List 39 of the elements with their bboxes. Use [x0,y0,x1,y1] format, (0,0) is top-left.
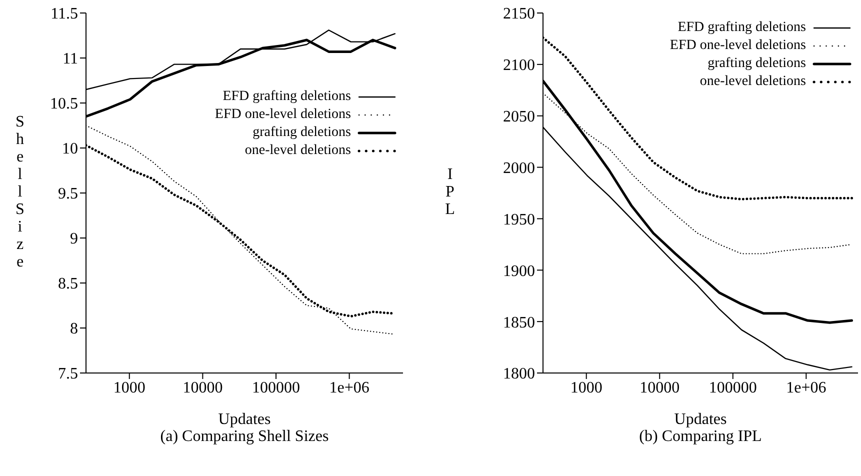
legend-label: one-level deletions [244,142,351,160]
legend-label: EFD grafting deletions [222,88,351,106]
legend-label: EFD one-level deletions [670,37,806,55]
y-tick-label: 1850 [503,314,535,332]
y-axis-title: IPL [445,166,455,218]
y-tick-label: 8 [70,320,78,338]
text: (b) Comparing IPL [638,428,763,446]
x-tick-label: 100000 [252,379,300,396]
y-tick-label: 7.5 [58,366,78,383]
y-tick-label: 2150 [503,6,535,23]
y-tick-label: 1950 [503,211,535,228]
x-tick-label: 100000 [708,379,757,396]
y-tick-label: 8.5 [58,276,78,293]
y-tick-label: 10.5 [50,96,78,113]
y-tick-label: 11.5 [50,6,78,23]
x-tick-label: 10000 [182,379,223,396]
y-tick-label: 9.5 [58,186,78,203]
text: Shell Size [16,113,24,270]
y-tick-label: 9 [70,230,78,248]
y-tick-label: 2000 [503,160,535,177]
y-tick-label: 1800 [503,366,535,383]
y-tick-label: 10 [62,140,78,158]
x-axis-title: Updates [218,411,271,428]
x-tick-label: 1000 [113,379,146,396]
y-tick-label: 1900 [503,262,535,280]
legend-label: one-level deletions [700,73,806,91]
legend-label: grafting deletions [708,55,806,73]
y-tick-label: 2050 [503,108,535,126]
x-tick-label: 10000 [640,379,680,396]
text: (a) Comparing Shell Sizes [159,428,330,446]
x-tick-label: 1e+06 [786,379,826,396]
y-tick-label: 11 [62,50,78,68]
legend-label: EFD grafting deletions [678,19,806,37]
legend-label: grafting deletions [252,124,351,142]
legend-label: EFD one-level deletions [214,106,351,124]
x-axis-title: Updates [674,411,727,428]
x-tick-label: 1e+06 [329,379,370,396]
x-tick-label: 1000 [570,379,602,396]
y-tick-label: 2100 [503,57,535,74]
